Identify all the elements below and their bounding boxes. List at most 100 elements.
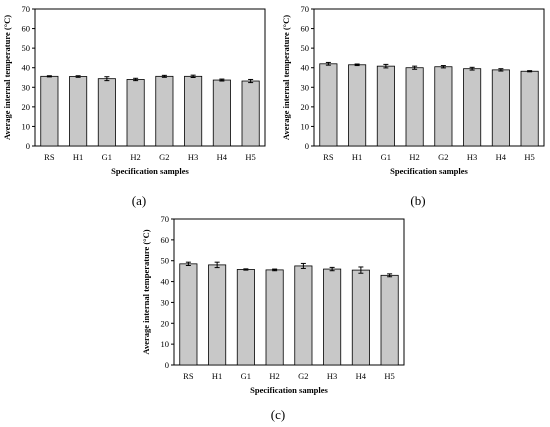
error-bar-rs bbox=[185, 261, 191, 267]
error-bar-g1 bbox=[104, 76, 110, 82]
bar-h2 bbox=[265, 269, 284, 366]
y-tick-label: 60 bbox=[22, 24, 31, 34]
y-axis-title: Average internal temperature (°C) bbox=[141, 229, 151, 354]
x-tick-label: H4 bbox=[496, 152, 507, 162]
bar-h2 bbox=[126, 79, 145, 147]
bar-rs bbox=[319, 63, 338, 147]
bar-h2 bbox=[405, 67, 424, 147]
y-tick-label: 50 bbox=[301, 43, 310, 53]
y-tick-label: 60 bbox=[301, 24, 310, 34]
x-axis-title: Specification samples bbox=[111, 166, 189, 176]
error-bar-h4 bbox=[358, 266, 364, 274]
bar-rs bbox=[40, 75, 59, 147]
bar-g1 bbox=[97, 78, 116, 147]
y-tick-label: 10 bbox=[301, 121, 310, 131]
error-bar-rs bbox=[46, 75, 52, 78]
plot-area-frame bbox=[173, 218, 405, 366]
x-tick-label: H3 bbox=[467, 152, 477, 162]
error-bar-h3 bbox=[329, 266, 335, 272]
x-tick-label: RS bbox=[44, 152, 55, 162]
y-tick-label: 20 bbox=[301, 102, 310, 112]
bar-h5 bbox=[520, 70, 539, 147]
x-tick-label: RS bbox=[323, 152, 334, 162]
error-bar-h5 bbox=[387, 273, 393, 278]
bar-h5 bbox=[241, 80, 260, 147]
x-tick-label: H1 bbox=[73, 152, 83, 162]
error-bar-g2 bbox=[440, 65, 446, 69]
x-tick-label: G1 bbox=[241, 371, 251, 381]
bar-g1 bbox=[376, 65, 395, 147]
y-tick-label: 40 bbox=[22, 63, 31, 73]
x-tick-label: G2 bbox=[159, 152, 169, 162]
plot-area-frame bbox=[34, 8, 266, 147]
bar-h1 bbox=[208, 264, 227, 366]
y-tick-label: 40 bbox=[161, 277, 170, 287]
error-bar-h5 bbox=[527, 70, 533, 73]
bar-g2 bbox=[294, 265, 313, 366]
x-tick-label: G2 bbox=[298, 371, 308, 381]
x-tick-label: H2 bbox=[130, 152, 140, 162]
error-bar-h2 bbox=[133, 77, 139, 82]
y-tick-label: 20 bbox=[22, 102, 31, 112]
plot-area-frame bbox=[313, 8, 545, 147]
x-tick-label: H1 bbox=[212, 371, 222, 381]
y-tick-label: 70 bbox=[22, 4, 31, 14]
error-bar-g1 bbox=[243, 268, 249, 271]
chart-panel-3: 0 10 20 30 40 50 60 70 RS H1 G1 H2 G2 H3 H4 H5 Specifica… bbox=[141, 214, 405, 422]
y-tick-label: 0 bbox=[26, 141, 30, 151]
bar-h4 bbox=[212, 79, 231, 147]
x-tick-label: H5 bbox=[245, 152, 255, 162]
x-tick-label: H2 bbox=[269, 371, 279, 381]
x-tick-label: RS bbox=[183, 371, 194, 381]
x-tick-label: H2 bbox=[409, 152, 419, 162]
y-tick-label: 50 bbox=[161, 256, 170, 266]
error-bar-g2 bbox=[161, 74, 167, 78]
y-tick-label: 0 bbox=[165, 360, 169, 370]
y-tick-label: 10 bbox=[161, 339, 170, 349]
y-tick-label: 50 bbox=[22, 43, 31, 53]
y-tick-label: 30 bbox=[161, 297, 170, 307]
bar-rs bbox=[179, 263, 198, 366]
y-tick-label: 20 bbox=[161, 318, 170, 328]
bar-h3 bbox=[184, 75, 203, 147]
x-tick-label: G1 bbox=[381, 152, 391, 162]
error-bar-h1 bbox=[214, 261, 220, 269]
panel-label: (a) bbox=[132, 193, 146, 208]
y-tick-label: 30 bbox=[301, 82, 310, 92]
y-axis-title: Average internal temperature (°C) bbox=[2, 15, 12, 140]
bar-g1 bbox=[236, 269, 255, 366]
bar-g2 bbox=[155, 75, 174, 147]
x-tick-label: G2 bbox=[438, 152, 448, 162]
x-tick-label: H5 bbox=[384, 371, 394, 381]
y-tick-label: 70 bbox=[301, 4, 310, 14]
error-bar-h2 bbox=[412, 65, 418, 70]
error-bar-h1 bbox=[75, 75, 81, 78]
error-bar-h4 bbox=[498, 68, 504, 72]
error-bar-h1 bbox=[354, 63, 360, 67]
y-axis-title: Average internal temperature (°C) bbox=[281, 15, 291, 140]
panel-label: (b) bbox=[410, 193, 425, 208]
bar-h3 bbox=[463, 68, 482, 147]
x-tick-label: H3 bbox=[188, 152, 198, 162]
x-tick-label: H5 bbox=[524, 152, 534, 162]
x-tick-label: H1 bbox=[352, 152, 362, 162]
chart-panel-1: 0 10 20 30 40 50 60 70 RS H1 G1 H2 G2 H3 H4 H5 Specifica… bbox=[2, 4, 266, 208]
bar-h3 bbox=[323, 268, 342, 366]
error-bar-rs bbox=[325, 61, 331, 66]
x-tick-label: H4 bbox=[356, 371, 367, 381]
bar-h4 bbox=[351, 269, 370, 366]
error-bar-h4 bbox=[219, 78, 225, 82]
x-axis-title: Specification samples bbox=[250, 385, 328, 395]
error-bar-h5 bbox=[248, 78, 254, 84]
y-tick-label: 40 bbox=[301, 63, 310, 73]
bar-h1 bbox=[348, 64, 367, 147]
error-bar-g1 bbox=[383, 63, 389, 69]
chart-panel-2: 0 10 20 30 40 50 60 70 RS H1 G1 H2 G2 H3 H4 H5 Specifica… bbox=[281, 4, 545, 208]
error-bar-g2 bbox=[300, 262, 306, 269]
x-tick-label: G1 bbox=[102, 152, 112, 162]
bar-h1 bbox=[69, 76, 88, 147]
panel-label: (c) bbox=[271, 407, 285, 422]
x-tick-label: H4 bbox=[217, 152, 228, 162]
y-tick-label: 70 bbox=[161, 214, 170, 224]
